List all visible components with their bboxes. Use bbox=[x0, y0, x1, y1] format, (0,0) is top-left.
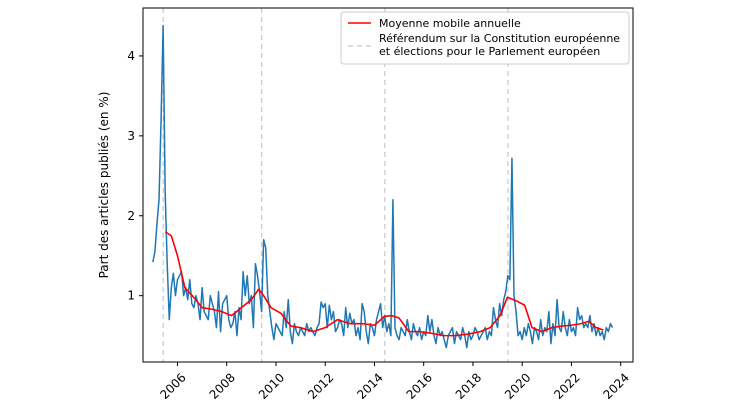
x-tick-label: 2016 bbox=[404, 370, 435, 401]
legend-box bbox=[340, 11, 630, 65]
y-tick-label: 1 bbox=[127, 289, 135, 303]
x-tick-label: 2008 bbox=[207, 370, 238, 401]
legend-label-reference-lines: Référendum sur la Constitution européenn… bbox=[379, 32, 620, 58]
series-layer bbox=[152, 24, 614, 349]
y-tick-label: 2 bbox=[127, 209, 135, 223]
x-tick-label: 2012 bbox=[305, 370, 336, 401]
series-line-moving-average bbox=[164, 231, 604, 337]
legend-label-moving-average: Moyenne mobile annuelle bbox=[379, 17, 521, 30]
x-tick-label: 2020 bbox=[502, 370, 533, 401]
x-tick-label: 2010 bbox=[256, 370, 287, 401]
y-tick-label: 3 bbox=[127, 129, 135, 143]
x-tick-label: 2024 bbox=[601, 370, 632, 401]
x-tick-label: 2006 bbox=[157, 370, 188, 401]
x-axis: 2006 2008 2010 2012 2014 2016 2018 2020 2022 2024 bbox=[157, 362, 632, 402]
y-axis-label: Part des articles publiés (en %) bbox=[97, 92, 111, 279]
legend-label-line: Référendum sur la Constitution européenn… bbox=[379, 32, 620, 45]
series-line-share bbox=[152, 24, 614, 349]
plot-area: 2006 2008 2010 2012 2014 2016 2018 2020 2022 2024… bbox=[127, 7, 634, 402]
y-axis: 1 2 3 4 bbox=[127, 49, 143, 303]
y-tick-label: 4 bbox=[127, 49, 135, 63]
x-tick-label: 2018 bbox=[453, 370, 484, 401]
x-tick-label: 2014 bbox=[354, 370, 385, 401]
axes-frame bbox=[142, 7, 634, 363]
x-tick-label: 2022 bbox=[551, 370, 582, 401]
legend-label-line: et élections pour le Parlement européen bbox=[379, 45, 600, 58]
legend: Moyenne mobile annuelle Référendum sur l… bbox=[340, 11, 630, 65]
